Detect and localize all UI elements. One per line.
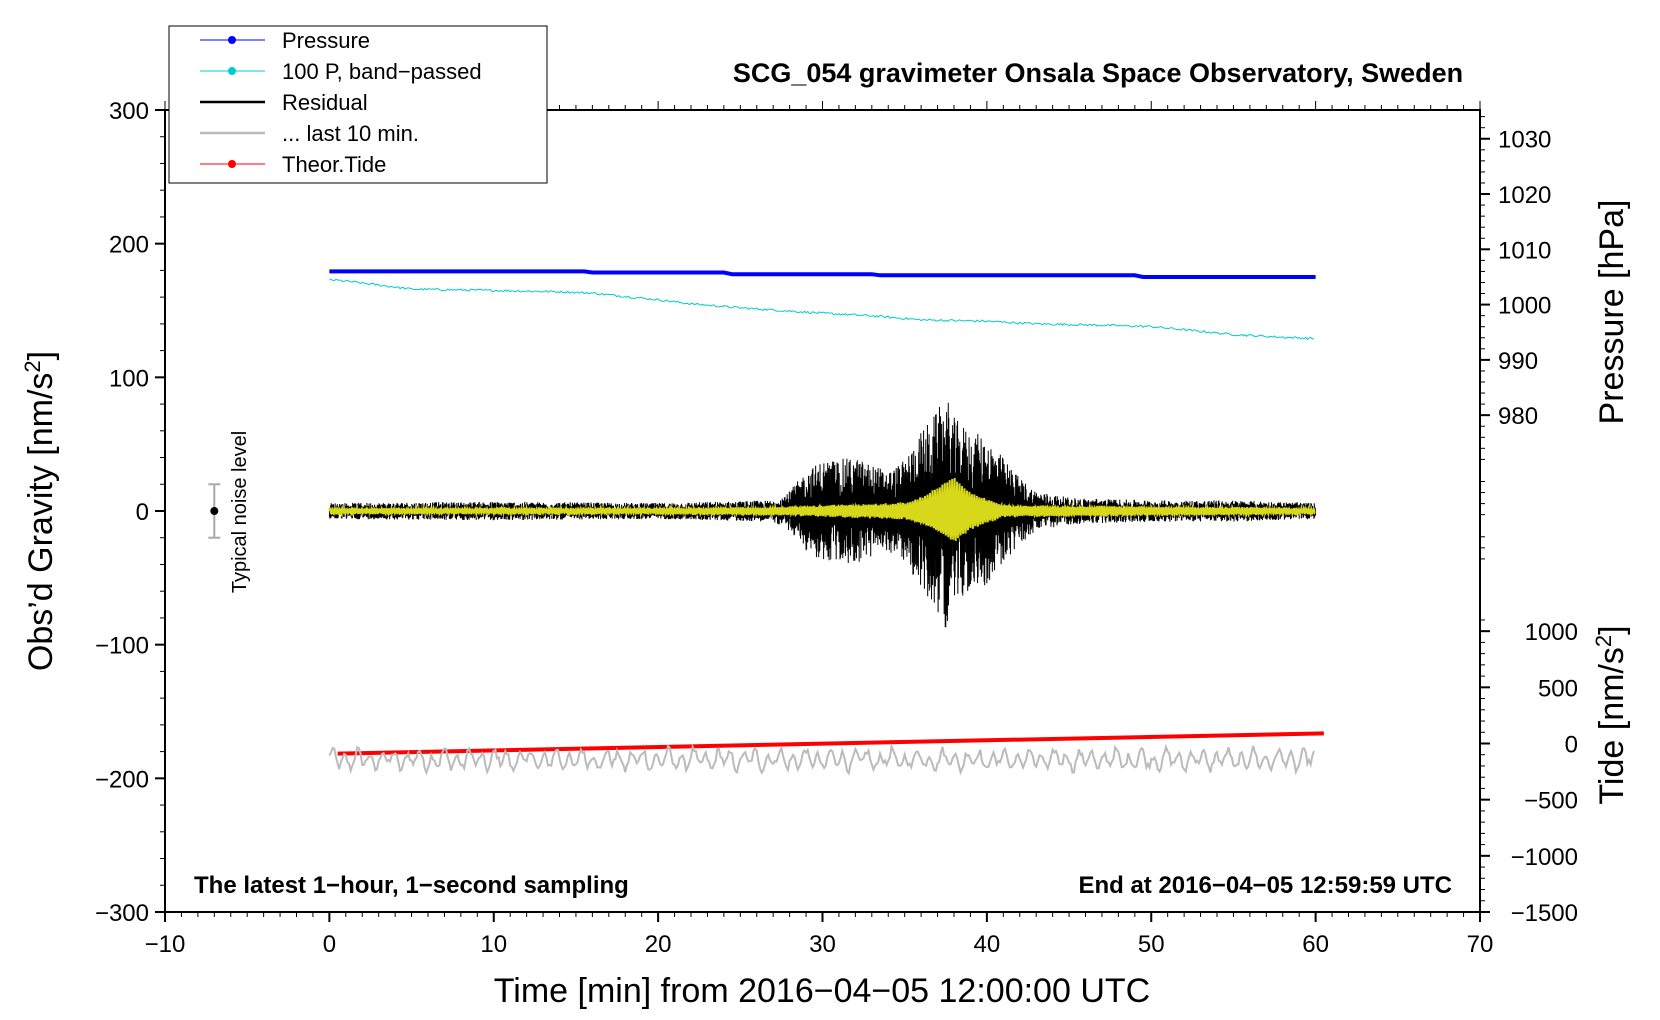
x-tick-label: −10 [145, 931, 186, 958]
pressure-tick-label: 1000 [1498, 293, 1551, 320]
tide-axis-title-end: ] [1593, 625, 1631, 634]
y-tick-label: 300 [109, 98, 149, 125]
legend-label: Residual [282, 90, 368, 115]
tide-tick-label: 0 [1565, 732, 1578, 759]
x-tick-label: 10 [480, 931, 507, 958]
legend-label: 100 P, band−passed [282, 59, 482, 84]
x-tick-label: 60 [1302, 931, 1329, 958]
pressure-axis: 980 990 1000 1010 1020 1030 [1480, 116, 1551, 560]
legend-label: ... last 10 min. [282, 121, 419, 146]
x-tick-label: 0 [323, 931, 336, 958]
legend-marker [228, 160, 236, 168]
pressure-tick-label: 990 [1498, 348, 1538, 375]
gravity-axis-title-sup: 2 [20, 360, 45, 372]
pressure-tick-label: 1020 [1498, 182, 1551, 209]
y-tick-label: 200 [109, 232, 149, 259]
tide-axis-title-sup: 2 [1591, 635, 1616, 647]
y-tick-label: 100 [109, 365, 149, 392]
x-axis: −10 0 10 20 30 40 50 60 70 [145, 912, 1494, 958]
pressure-tick-label: 1030 [1498, 127, 1551, 154]
tide-tick-label: −500 [1524, 788, 1578, 815]
tide-axis-title-main: Tide [nm/s [1593, 647, 1631, 804]
y-tick-label: 0 [136, 499, 149, 526]
last-10-min-line [328, 743, 1315, 776]
y-tick-label: −200 [95, 766, 149, 793]
pressure-tick-label: 980 [1498, 403, 1538, 430]
x-tick-label: 20 [645, 931, 672, 958]
legend: Pressure 100 P, band−passed Residual ... la… [168, 25, 548, 184]
annotation-end-time: End at 2016−04−05 12:59:59 UTC [1078, 872, 1452, 899]
bandpassed-pressure-line [329, 278, 1315, 340]
noise-level-marker [208, 483, 221, 539]
legend-marker [228, 67, 236, 75]
x-tick-label: 40 [974, 931, 1001, 958]
tide-tick-label: 1000 [1525, 619, 1578, 646]
legend-label: Pressure [282, 28, 370, 53]
x-tick-label: 50 [1138, 931, 1165, 958]
noise-point [210, 507, 219, 515]
noise-level-label: Typical noise level [229, 431, 251, 593]
x-tick-label: 30 [809, 931, 836, 958]
chart-title: SCG_054 gravimeter Onsala Space Observat… [733, 58, 1463, 88]
residual-line [328, 402, 1317, 628]
y-tick-label: −100 [95, 633, 149, 660]
pressure-axis-title: Pressure [hPa] [1593, 200, 1631, 425]
tide-tick-label: −1500 [1511, 900, 1578, 927]
residual-bandpassed-line [328, 477, 1316, 541]
gravity-axis-title: Obs’d Gravity [nm/s2] [20, 351, 60, 671]
tide-tick-label: 500 [1538, 675, 1578, 702]
pressure-tick-label: 1010 [1498, 237, 1551, 264]
tide-axis: −1500 −1000 −500 0 500 1000 [1480, 619, 1578, 927]
legend-marker [228, 36, 236, 44]
x-axis-title: Time [min] from 2016−04−05 12:00:00 UTC [494, 972, 1150, 1010]
gravity-axis-title-end: ] [22, 351, 60, 360]
y-tick-label: −300 [95, 900, 149, 927]
legend-label: Theor.Tide [282, 152, 386, 177]
x-tick-label: 70 [1467, 931, 1494, 958]
pressure-line [329, 269, 1316, 279]
tide-tick-label: −1000 [1511, 844, 1578, 871]
tide-axis-title: Tide [nm/s2] [1591, 625, 1631, 804]
gravity-axis: −300 −200 −100 0 100 200 300 [95, 98, 165, 927]
annotation-sampling: The latest 1−hour, 1−second sampling [194, 872, 629, 899]
plot-traces [328, 269, 1324, 776]
tide-line [337, 731, 1324, 756]
legend-box [168, 25, 548, 184]
gravity-axis-title-main: Obs’d Gravity [nm/s [22, 373, 60, 672]
